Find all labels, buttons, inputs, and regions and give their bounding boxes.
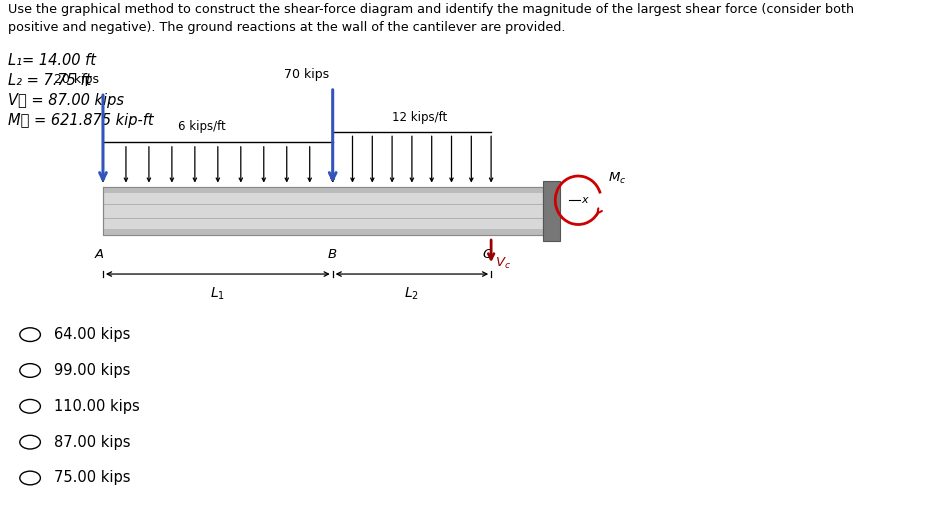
Text: 110.00 kips: 110.00 kips bbox=[54, 399, 140, 414]
Text: $x$: $x$ bbox=[581, 196, 590, 205]
Text: $\mathit{V_c}$: $\mathit{V_c}$ bbox=[495, 256, 511, 271]
Text: B: B bbox=[328, 248, 337, 261]
Text: Vⲟ = 87.00 kips: Vⲟ = 87.00 kips bbox=[8, 93, 124, 108]
Text: C: C bbox=[483, 248, 492, 261]
Text: A: A bbox=[95, 248, 104, 261]
Text: Use the graphical method to construct the shear-force diagram and identify the m: Use the graphical method to construct th… bbox=[8, 3, 854, 16]
Text: 64.00 kips: 64.00 kips bbox=[54, 327, 130, 342]
Text: 12 kips/ft: 12 kips/ft bbox=[392, 111, 448, 124]
Bar bbox=[542, 181, 560, 241]
Text: 75.00 kips: 75.00 kips bbox=[54, 471, 131, 485]
Bar bbox=[103, 187, 542, 235]
Text: 87.00 kips: 87.00 kips bbox=[54, 435, 131, 450]
Text: 70 kips: 70 kips bbox=[284, 67, 329, 81]
Text: L₁= 14.00 ft: L₁= 14.00 ft bbox=[8, 53, 95, 67]
Text: 99.00 kips: 99.00 kips bbox=[54, 363, 130, 378]
Bar bbox=[103, 187, 542, 193]
Text: 6 kips/ft: 6 kips/ft bbox=[178, 120, 226, 133]
Text: Mⲟ = 621.875 kip-ft: Mⲟ = 621.875 kip-ft bbox=[8, 113, 154, 128]
Text: positive and negative). The ground reactions at the wall of the cantilever are p: positive and negative). The ground react… bbox=[8, 21, 565, 34]
Text: 20 kips: 20 kips bbox=[54, 73, 99, 86]
Text: $\mathit{L_2}$: $\mathit{L_2}$ bbox=[404, 286, 419, 302]
Text: $\mathit{L_1}$: $\mathit{L_1}$ bbox=[210, 286, 225, 302]
Text: L₂ = 7.75 ft: L₂ = 7.75 ft bbox=[8, 73, 91, 87]
Bar bbox=[103, 229, 542, 235]
Text: $\mathit{M_c}$: $\mathit{M_c}$ bbox=[608, 171, 627, 186]
